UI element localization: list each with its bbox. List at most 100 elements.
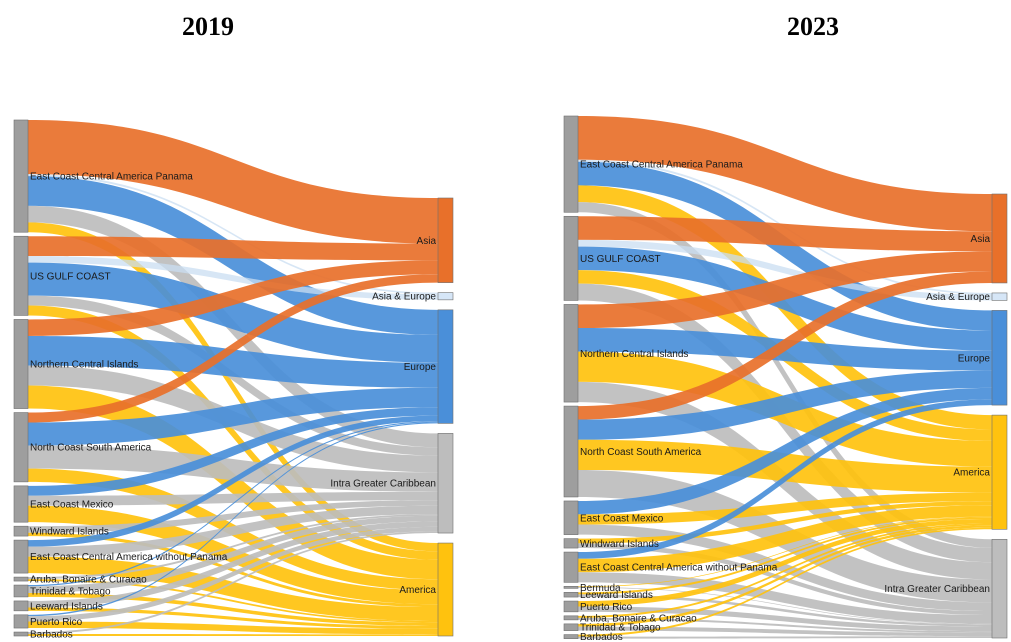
sankey-nodes-2019: East Coast Central America Panama US GULF… — [13, 119, 454, 641]
link-north-coast-south-america-to-america-2023 — [578, 439, 992, 493]
source-node-aruba-bonaire-and-curacao-2019 — [13, 576, 29, 582]
target-label-america-2023: America — [953, 468, 990, 479]
target-label-intra-greater-caribbean-2019: Intra Greater Caribbean — [330, 479, 436, 490]
link-leeward-islands-to-intra-greater-caribbean-2019 — [28, 521, 438, 608]
link-puerto-rico-to-intra-greater-caribbean-2023 — [578, 606, 992, 632]
source-node-puerto-rico-2023 — [563, 600, 579, 613]
source-node-east-coast-central-america-without-panama-2019 — [13, 539, 29, 574]
target-label-asia-2019: Asia — [417, 236, 437, 247]
target-node-asia-2023 — [991, 193, 1008, 284]
source-node-east-coast-mexico-2019 — [13, 485, 29, 523]
link-windward-islands-to-intra-greater-caribbean-2019 — [28, 500, 438, 533]
source-label-leeward-islands-2019: Leeward Islands — [30, 601, 103, 612]
target-node-intra-greater-caribbean-2023 — [991, 538, 1008, 639]
link-windward-islands-to-america-2023 — [578, 501, 992, 544]
source-label-aruba-bonaire-and-curacao-2019: Aruba, Bonaire & Curacao — [30, 575, 147, 586]
link-leeward-islands-to-america-2023 — [578, 517, 992, 595]
source-node-barbados-2019 — [13, 631, 29, 637]
target-node-intra-greater-caribbean-2019 — [437, 433, 454, 534]
source-node-east-coast-mexico-2023 — [563, 500, 579, 535]
source-node-leeward-islands-2023 — [563, 592, 579, 598]
target-label-europe-2019: Europe — [404, 362, 437, 373]
target-node-asia-2019 — [437, 197, 454, 283]
target-label-europe-2023: Europe — [958, 353, 991, 364]
link-east-coast-central-america-panama-to-europe-2023 — [578, 161, 992, 331]
link-north-coast-south-america-to-asia-2023 — [578, 271, 992, 420]
sankey-nodes-2023: East Coast Central America Panama US GULF… — [563, 115, 1008, 642]
link-us-gulf-coast-to-asia-2023 — [578, 216, 992, 252]
panel-title-2019: 2019 — [182, 12, 234, 41]
link-east-coast-central-america-panama-to-asia-2023 — [578, 116, 992, 232]
link-barbados-to-intra-greater-caribbean-2019 — [28, 531, 438, 635]
target-node-europe-2023 — [991, 310, 1008, 406]
link-east-coast-mexico-to-america-2023 — [578, 492, 992, 525]
sankey-links-2019 — [28, 120, 438, 636]
source-node-leeward-islands-2019 — [13, 600, 29, 612]
target-label-intra-greater-caribbean-2023: Intra Greater Caribbean — [884, 584, 990, 595]
link-aruba-bonaire-and-curacao-to-america-2023 — [578, 523, 992, 618]
link-aruba-bonaire-and-curacao-to-america-2019 — [28, 579, 438, 623]
source-label-us-gulf-coast-2019: US GULF COAST — [30, 271, 111, 282]
source-label-east-coast-mexico-2023: East Coast Mexico — [580, 513, 664, 524]
link-trinidad-and-tobago-to-intra-greater-caribbean-2023 — [578, 626, 992, 637]
source-label-trinidad-and-tobago-2019: Trinidad & Tobago — [30, 586, 111, 597]
link-us-gulf-coast-to-europe-2019 — [28, 262, 438, 363]
link-barbados-to-america-2023 — [578, 527, 992, 637]
source-label-puerto-rico-2023: Puerto Rico — [580, 602, 633, 613]
source-label-north-coast-south-america-2023: North Coast South America — [580, 447, 702, 458]
link-puerto-rico-to-america-2023 — [578, 518, 992, 607]
source-label-east-coast-central-america-without-panama-2019: East Coast Central America without Panam… — [30, 552, 228, 563]
link-east-coast-central-america-without-panama-to-europe-2023 — [578, 399, 992, 559]
link-north-coast-south-america-to-asia-2019 — [28, 274, 438, 423]
link-windward-islands-to-america-2019 — [28, 532, 438, 608]
source-label-east-coast-central-america-panama-2019: East Coast Central America Panama — [30, 172, 193, 183]
source-node-northern-central-islands-2019 — [13, 319, 29, 409]
link-north-coast-south-america-to-intra-greater-caribbean-2019 — [28, 445, 438, 492]
link-northern-central-islands-to-europe-2019 — [28, 335, 438, 388]
link-us-gulf-coast-to-asia-and-europe-2019 — [28, 256, 438, 300]
source-label-northern-central-islands-2019: Northern Central Islands — [30, 360, 138, 371]
source-node-trinidad-and-tobago-2023 — [563, 623, 579, 631]
link-east-coast-central-america-without-panama-to-america-2019 — [28, 556, 438, 621]
link-leeward-islands-to-intra-greater-caribbean-2023 — [578, 594, 992, 627]
source-label-us-gulf-coast-2023: US GULF COAST — [580, 254, 661, 265]
target-label-asia-and-europe-2019: Asia & Europe — [372, 292, 436, 303]
link-east-coast-mexico-to-europe-2019 — [28, 407, 438, 496]
source-label-bermuda-2023: Bermuda — [580, 583, 621, 594]
link-us-gulf-coast-to-asia-and-europe-2023 — [578, 239, 992, 301]
sankey-panel-2019: East Coast Central America Panama US GULF… — [13, 119, 454, 641]
source-node-east-coast-central-america-without-panama-2023 — [563, 551, 579, 583]
link-puerto-rico-to-america-2019 — [28, 621, 438, 635]
source-label-windward-islands-2023: Windward Islands — [580, 539, 659, 550]
link-bermuda-to-america-2023 — [578, 516, 992, 588]
panel-title-2023: 2023 — [787, 12, 839, 41]
target-label-asia-and-europe-2023: Asia & Europe — [926, 292, 990, 303]
source-node-east-coast-central-america-panama-2019 — [13, 119, 29, 233]
source-node-us-gulf-coast-2023 — [563, 215, 579, 301]
link-trinidad-and-tobago-to-america-2019 — [28, 592, 438, 626]
target-label-america-2019: America — [399, 585, 436, 596]
source-node-trinidad-and-tobago-2019 — [13, 584, 29, 598]
target-node-asia-and-europe-2023 — [991, 292, 1008, 301]
target-node-europe-2019 — [437, 309, 454, 424]
link-leeward-islands-to-america-2019 — [28, 607, 438, 629]
link-trinidad-and-tobago-to-europe-2019 — [28, 421, 438, 587]
source-label-aruba-bonaire-and-curacao-2023: Aruba, Bonaire & Curacao — [580, 613, 697, 624]
link-east-coast-central-america-without-panama-to-america-2023 — [578, 505, 992, 573]
link-aruba-bonaire-and-curacao-to-intra-greater-caribbean-2023 — [578, 617, 992, 633]
link-east-coast-mexico-to-europe-2023 — [578, 387, 992, 515]
source-label-trinidad-and-tobago-2023: Trinidad & Tobago — [580, 623, 661, 634]
source-node-northern-central-islands-2023 — [563, 304, 579, 403]
link-puerto-rico-to-intra-greater-caribbean-2019 — [28, 526, 438, 622]
link-east-coast-central-america-panama-to-asia-2019 — [28, 120, 438, 244]
link-east-coast-mexico-to-intra-greater-caribbean-2023 — [578, 524, 992, 612]
source-label-barbados-2023: Barbados — [580, 632, 623, 642]
link-east-coast-central-america-without-panama-to-intra-greater-caribbean-2019 — [28, 505, 438, 557]
link-north-coast-south-america-to-europe-2023 — [578, 370, 992, 440]
source-label-northern-central-islands-2023: Northern Central Islands — [580, 349, 688, 360]
link-trinidad-and-tobago-to-intra-greater-caribbean-2019 — [28, 515, 438, 593]
link-east-coast-mexico-to-intra-greater-caribbean-2019 — [28, 491, 438, 506]
source-label-puerto-rico-2019: Puerto Rico — [30, 617, 83, 628]
source-label-east-coast-central-america-panama-2023: East Coast Central America Panama — [580, 160, 743, 171]
